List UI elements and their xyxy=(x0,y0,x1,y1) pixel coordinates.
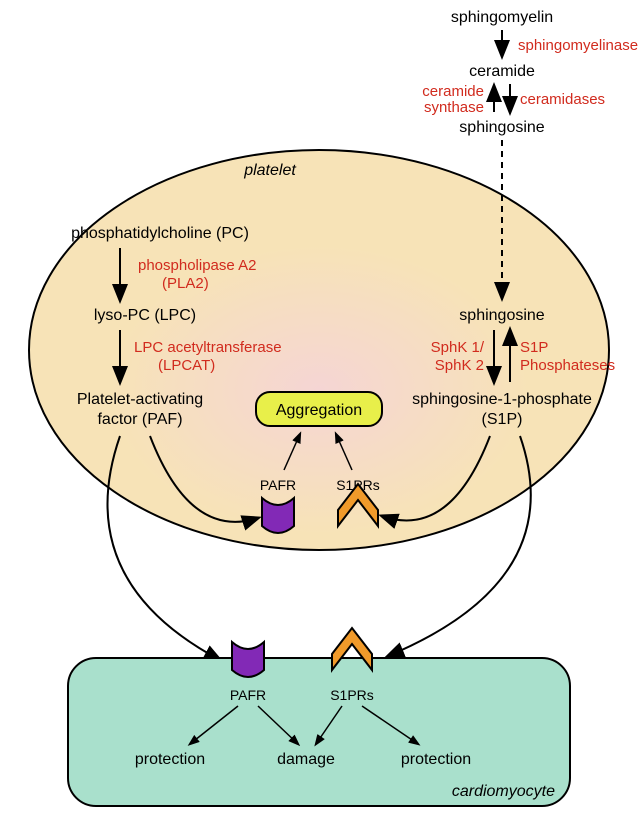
s1p-l1: sphingosine-1-phosphate xyxy=(412,391,592,408)
ceramide-synthase-l1: ceramide xyxy=(422,83,484,100)
platelet-title: platelet xyxy=(243,162,296,179)
s1p-phos-l2: Phosphateses xyxy=(520,357,615,374)
cardiomyocyte-title: cardiomyocyte xyxy=(452,783,555,800)
sphingosine-top-label: sphingosine xyxy=(459,119,545,136)
sphingomyelin-label: sphingomyelin xyxy=(451,9,553,26)
pafr-platelet-label: PAFR xyxy=(260,477,296,493)
sphingosine-inner-label: sphingosine xyxy=(459,307,545,324)
aggregation-label: Aggregation xyxy=(276,402,362,419)
lpc-label: lyso-PC (LPC) xyxy=(94,307,196,324)
lpcat-l1: LPC acetyltransferase xyxy=(134,339,282,356)
pafr-cardio-label: PAFR xyxy=(230,687,266,703)
s1p-l2: (S1P) xyxy=(482,411,523,428)
sphingomyelinase-label: sphingomyelinase xyxy=(518,37,638,54)
pla2-l2: (PLA2) xyxy=(162,275,209,292)
pafr-receptor-cardio xyxy=(232,642,264,677)
diagram-canvas: sphingomyelin sphingomyelinase ceramide … xyxy=(0,0,638,817)
ceramide-synthase-l2: synthase xyxy=(424,99,484,116)
pc-label: phosphatidylcholine (PC) xyxy=(71,225,249,242)
sphk-l2: SphK 2 xyxy=(435,357,484,374)
protection-right-label: protection xyxy=(401,751,471,768)
lpcat-l2: (LPCAT) xyxy=(158,357,215,374)
s1p-phos-l1: S1P xyxy=(520,339,548,356)
ceramide-label: ceramide xyxy=(469,63,535,80)
ceramidases-label: ceramidases xyxy=(520,91,605,108)
s1prs-cardio-label: S1PRs xyxy=(330,687,374,703)
paf-l2: factor (PAF) xyxy=(97,411,182,428)
pla2-l1: phospholipase A2 xyxy=(138,257,256,274)
protection-left-label: protection xyxy=(135,751,205,768)
sphk-l1: SphK 1/ xyxy=(431,339,485,356)
paf-l1: Platelet-activating xyxy=(77,391,203,408)
damage-label: damage xyxy=(277,751,335,768)
